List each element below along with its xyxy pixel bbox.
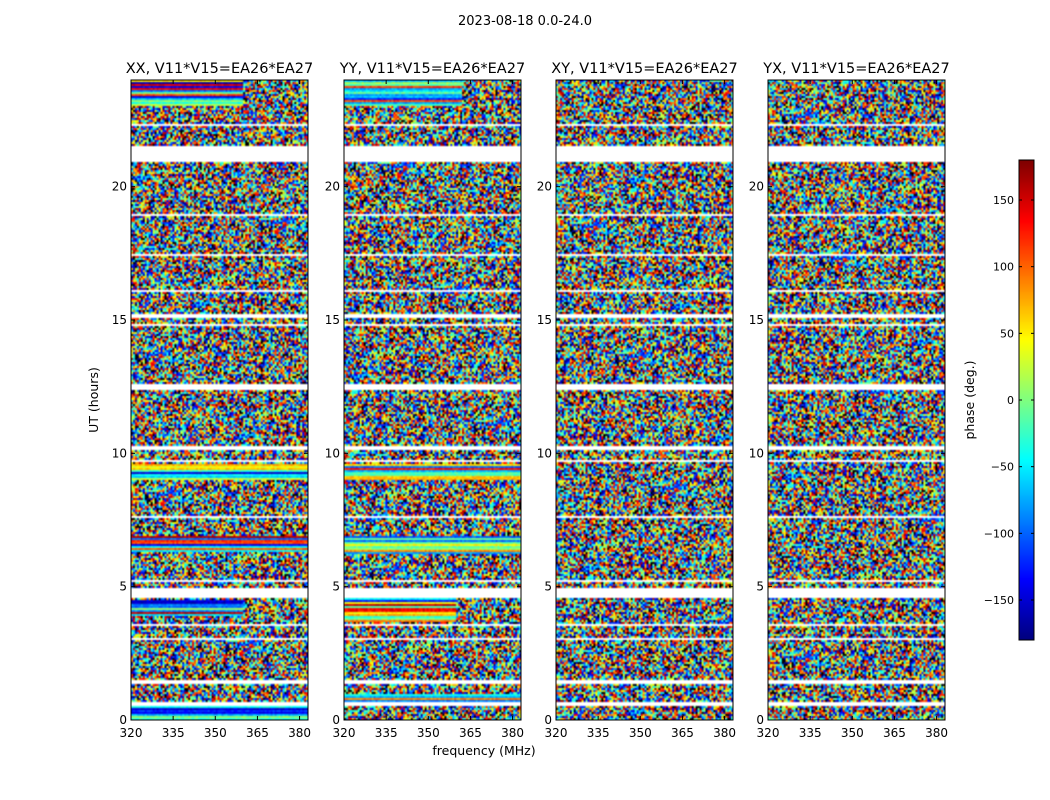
x-tick-label-1-320: 320: [333, 726, 356, 740]
y-tick-label-1-0: 0: [332, 713, 340, 727]
x-tick-label-3-350: 350: [841, 726, 864, 740]
y-tick-label-0-0: 0: [119, 713, 127, 727]
y-tick-label-1-20: 20: [325, 180, 340, 194]
y-tick-label-3-20: 20: [749, 180, 764, 194]
x-tick-label-2-320: 320: [545, 726, 568, 740]
x-tick-label-3-380: 380: [925, 726, 948, 740]
colorbar-tick-label-6: −150: [984, 594, 1014, 607]
x-tick-label-1-365: 365: [459, 726, 482, 740]
x-tick-label-2-380: 380: [713, 726, 736, 740]
heatmap-raster-0: [131, 80, 308, 720]
x-tick-label-0-350: 350: [204, 726, 227, 740]
x-tick-label-0-365: 365: [246, 726, 269, 740]
panel-title-0: XX, V11*V15=EA26*EA27: [126, 61, 314, 77]
x-tick-label-1-335: 335: [375, 726, 398, 740]
panel-frame-0: [130, 79, 309, 721]
y-tick-label-1-15: 15: [325, 313, 340, 327]
y-tick-label-3-5: 5: [756, 580, 764, 594]
heatmap-raster-3: [768, 80, 945, 720]
y-tick-label-2-15: 15: [537, 313, 552, 327]
colorbar-tick-label-0: 150: [993, 194, 1014, 207]
y-tick-label-2-0: 0: [544, 713, 552, 727]
colorbar-tick-label-5: −100: [984, 527, 1014, 540]
y-tick-label-3-10: 10: [749, 446, 764, 460]
y-tick-label-0-15: 15: [112, 313, 127, 327]
colorbar-gradient: [1019, 160, 1034, 640]
y-axis-label: UT (hours): [86, 367, 101, 433]
y-tick-label-0-5: 5: [119, 580, 127, 594]
x-axis-label: frequency (MHz): [432, 743, 535, 758]
heatmap-raster-2: [556, 80, 733, 720]
panel-frame-2: [555, 79, 734, 721]
x-tick-label-0-380: 380: [288, 726, 311, 740]
x-tick-label-0-320: 320: [120, 726, 143, 740]
y-tick-label-3-15: 15: [749, 313, 764, 327]
panel-title-3: YX, V11*V15=EA26*EA27: [762, 61, 949, 77]
heatmap-raster-1: [344, 80, 521, 720]
panel-title-2: XY, V11*V15=EA26*EA27: [551, 61, 737, 77]
figure-title: 2023-08-18 0.0-24.0: [458, 14, 592, 29]
x-tick-label-2-350: 350: [629, 726, 652, 740]
panel-frame-1: [343, 79, 522, 721]
y-tick-label-0-20: 20: [112, 180, 127, 194]
colorbar-label: phase (deg.): [962, 361, 977, 440]
colorbar-tick-label-4: −50: [991, 461, 1014, 474]
x-tick-label-0-335: 335: [162, 726, 185, 740]
x-tick-label-3-335: 335: [799, 726, 822, 740]
panel-frame-3: [767, 79, 946, 721]
y-tick-label-3-0: 0: [756, 713, 764, 727]
y-tick-label-2-5: 5: [544, 580, 552, 594]
y-tick-label-1-5: 5: [332, 580, 340, 594]
x-tick-label-3-365: 365: [883, 726, 906, 740]
y-tick-label-2-10: 10: [537, 446, 552, 460]
y-tick-label-0-10: 10: [112, 446, 127, 460]
y-tick-label-1-10: 10: [325, 446, 340, 460]
x-tick-label-2-365: 365: [671, 726, 694, 740]
x-tick-label-1-350: 350: [417, 726, 440, 740]
panel-title-1: YY, V11*V15=EA26*EA27: [339, 61, 525, 77]
colorbar-tick-label-3: 0: [1007, 394, 1014, 407]
x-tick-label-2-335: 335: [587, 726, 610, 740]
colorbar-tick-label-1: 100: [993, 261, 1014, 274]
x-tick-label-3-320: 320: [757, 726, 780, 740]
colorbar-tick-label-2: 50: [1000, 327, 1014, 340]
x-tick-label-1-380: 380: [501, 726, 524, 740]
y-tick-label-2-20: 20: [537, 180, 552, 194]
